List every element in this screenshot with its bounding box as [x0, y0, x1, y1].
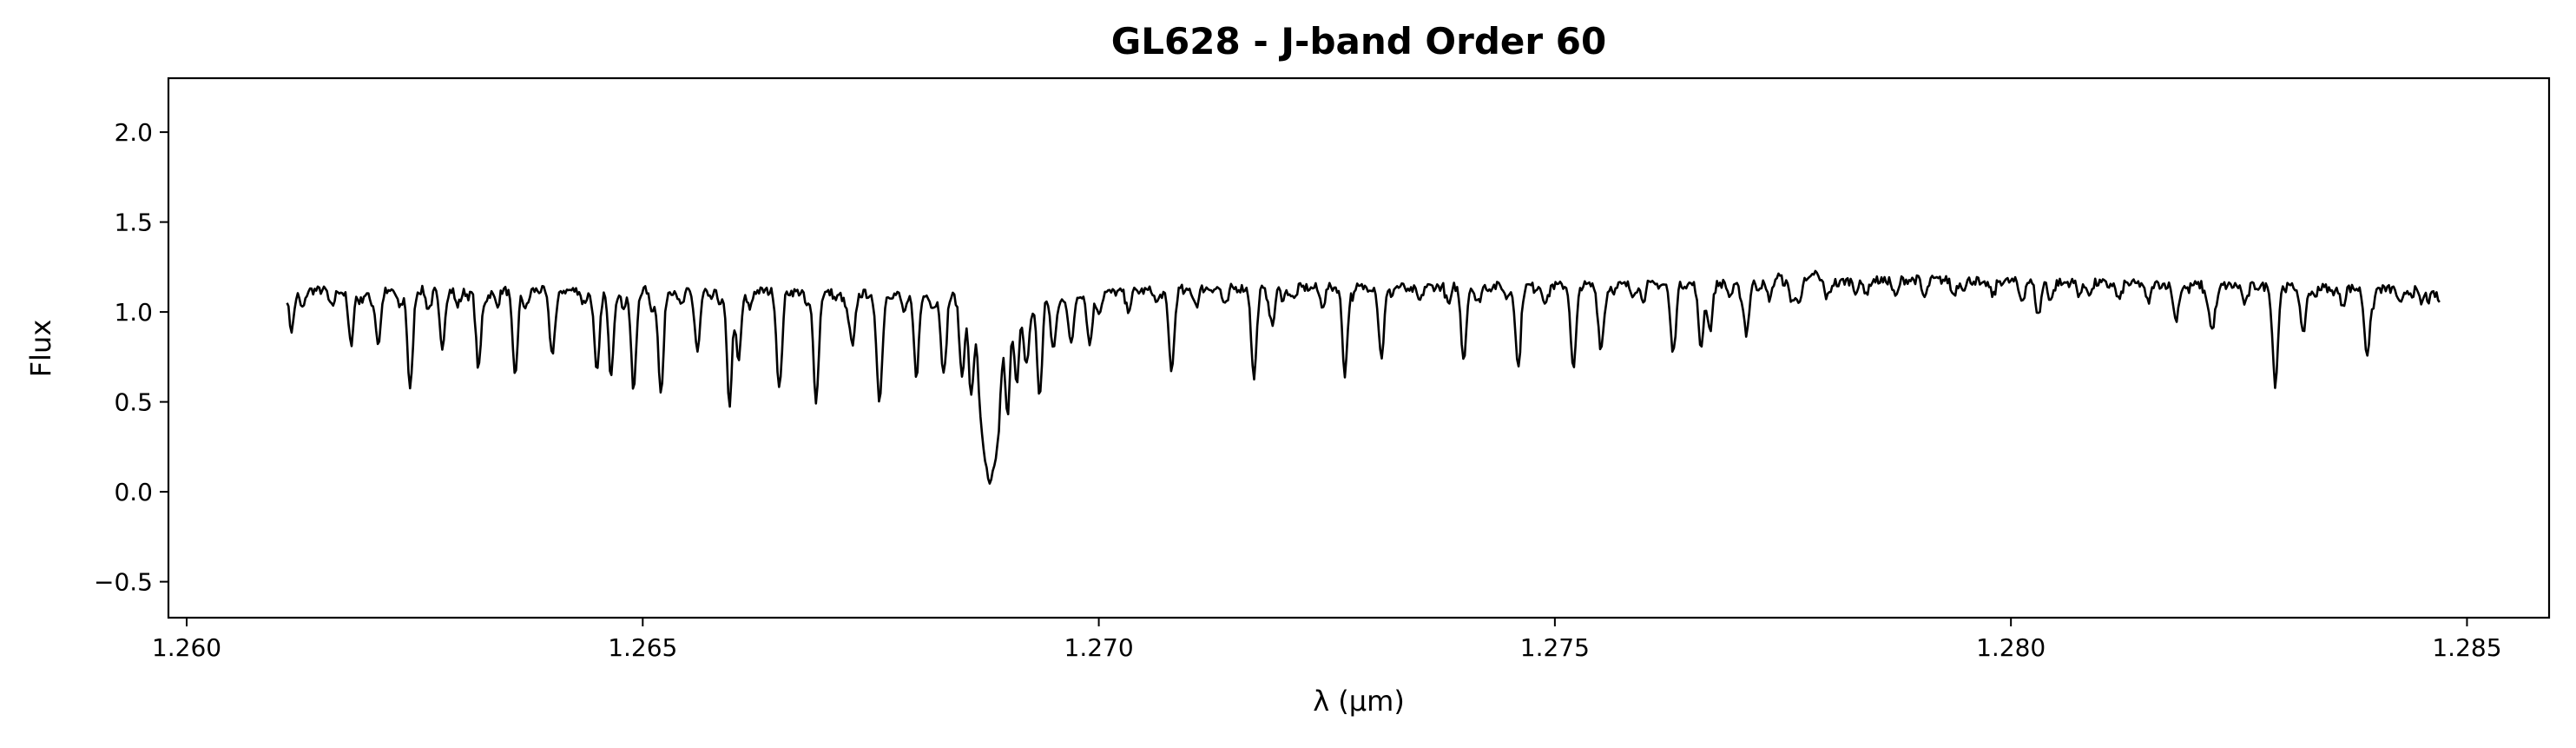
plot-frame	[167, 76, 2551, 619]
y-axis-label: Flux	[24, 320, 57, 378]
y-tick-label: 2.0	[114, 118, 153, 147]
y-tick-label: 0.0	[114, 478, 153, 506]
y-tick-label: 1.5	[114, 209, 153, 237]
chart-title: GL628 - J-band Order 60	[1111, 20, 1606, 63]
x-tick-label: 1.275	[1520, 633, 1590, 662]
x-axis-label: λ (μm)	[1313, 685, 1405, 718]
y-tick-label: 1.0	[114, 298, 153, 327]
x-tick-label: 1.285	[2432, 633, 2501, 662]
x-tick-label: 1.270	[1064, 633, 1134, 662]
x-tick-label: 1.260	[152, 633, 221, 662]
spectrum-line	[286, 269, 2441, 485]
y-tick-label: −0.5	[94, 568, 153, 597]
y-tick-label: 0.5	[114, 388, 153, 417]
x-tick-label: 1.265	[608, 633, 677, 662]
x-tick-label: 1.280	[1976, 633, 2046, 662]
x-axis-ticks: 1.260 1.265 1.270 1.275 1.280 1.285	[152, 618, 2502, 662]
y-axis-ticks: −0.5 0.0 0.5 1.0 1.5 2.0	[94, 118, 168, 597]
